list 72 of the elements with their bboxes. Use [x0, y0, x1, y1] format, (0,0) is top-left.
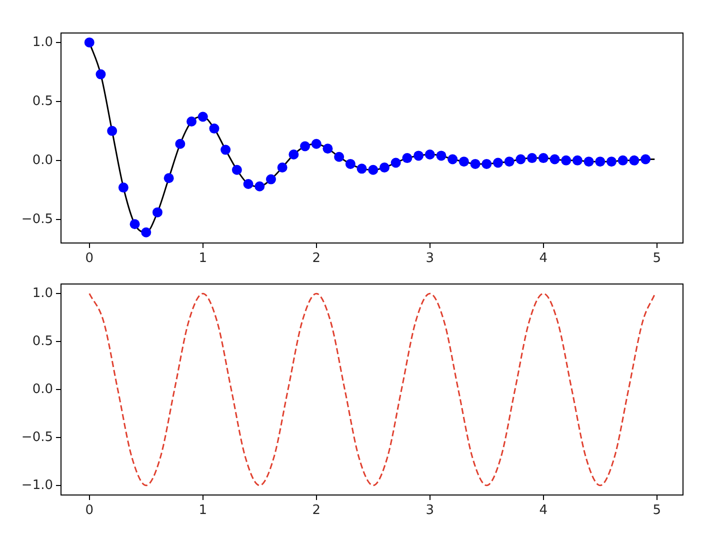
point	[595, 156, 606, 167]
point	[572, 155, 582, 166]
point	[538, 153, 548, 164]
point	[243, 179, 254, 190]
y-tick-label: −1.0	[21, 478, 53, 493]
point	[458, 156, 469, 167]
point	[198, 112, 208, 122]
point	[345, 158, 356, 169]
y-tick-label: 0.0	[32, 152, 53, 168]
x-tick-label: 2	[312, 251, 321, 266]
point	[84, 37, 94, 48]
y-tick-label: 0.5	[32, 94, 53, 109]
point	[561, 155, 572, 166]
point	[492, 158, 503, 168]
point	[516, 154, 526, 164]
y-tick-label: 0.0	[32, 382, 53, 397]
point	[186, 116, 197, 126]
point	[96, 69, 106, 80]
point	[164, 173, 174, 184]
point	[175, 138, 186, 149]
point	[379, 162, 390, 172]
x-tick-label: 2	[312, 503, 321, 518]
point	[368, 164, 378, 175]
point	[390, 158, 401, 168]
point	[436, 150, 446, 161]
point	[606, 156, 616, 167]
point	[130, 219, 140, 230]
point	[232, 164, 242, 175]
point	[334, 152, 344, 162]
point	[311, 138, 322, 149]
point	[288, 150, 299, 160]
x-tick-label: 5	[652, 503, 662, 518]
x-tick-label: 5	[652, 251, 662, 266]
point	[414, 150, 424, 161]
point	[482, 158, 492, 169]
point	[322, 144, 333, 154]
point	[424, 150, 435, 160]
x-tick-label: 0	[85, 251, 94, 266]
x-tick-label: 1	[198, 251, 208, 266]
point	[266, 174, 276, 184]
point	[107, 126, 118, 136]
y-tick-label: −0.5	[21, 212, 53, 227]
x-tick-label: 4	[539, 251, 548, 266]
point	[640, 154, 651, 164]
x-tick-label: 0	[85, 503, 94, 518]
point	[527, 153, 538, 164]
y-tick-label: 0.5	[32, 334, 53, 349]
x-tick-label: 1	[198, 503, 208, 518]
x-tick-label: 4	[539, 503, 548, 518]
point	[152, 207, 162, 218]
point	[277, 162, 288, 172]
point	[550, 154, 560, 164]
point	[448, 154, 458, 164]
line-series	[88, 292, 656, 486]
point	[504, 156, 514, 167]
point	[254, 181, 265, 192]
point	[141, 227, 152, 238]
point	[402, 153, 412, 164]
point	[618, 155, 628, 166]
point	[584, 156, 594, 167]
point	[209, 124, 220, 134]
point	[118, 182, 128, 193]
point	[220, 144, 231, 155]
x-tick-label: 3	[426, 503, 434, 518]
point	[356, 164, 367, 174]
y-tick-label: 1.0	[32, 286, 53, 301]
y-tick-label: −0.5	[21, 430, 53, 445]
x-tick-label: 3	[426, 251, 434, 266]
point	[470, 158, 480, 169]
point	[629, 155, 640, 166]
point	[300, 141, 310, 152]
y-tick-label: 1.0	[32, 34, 53, 50]
